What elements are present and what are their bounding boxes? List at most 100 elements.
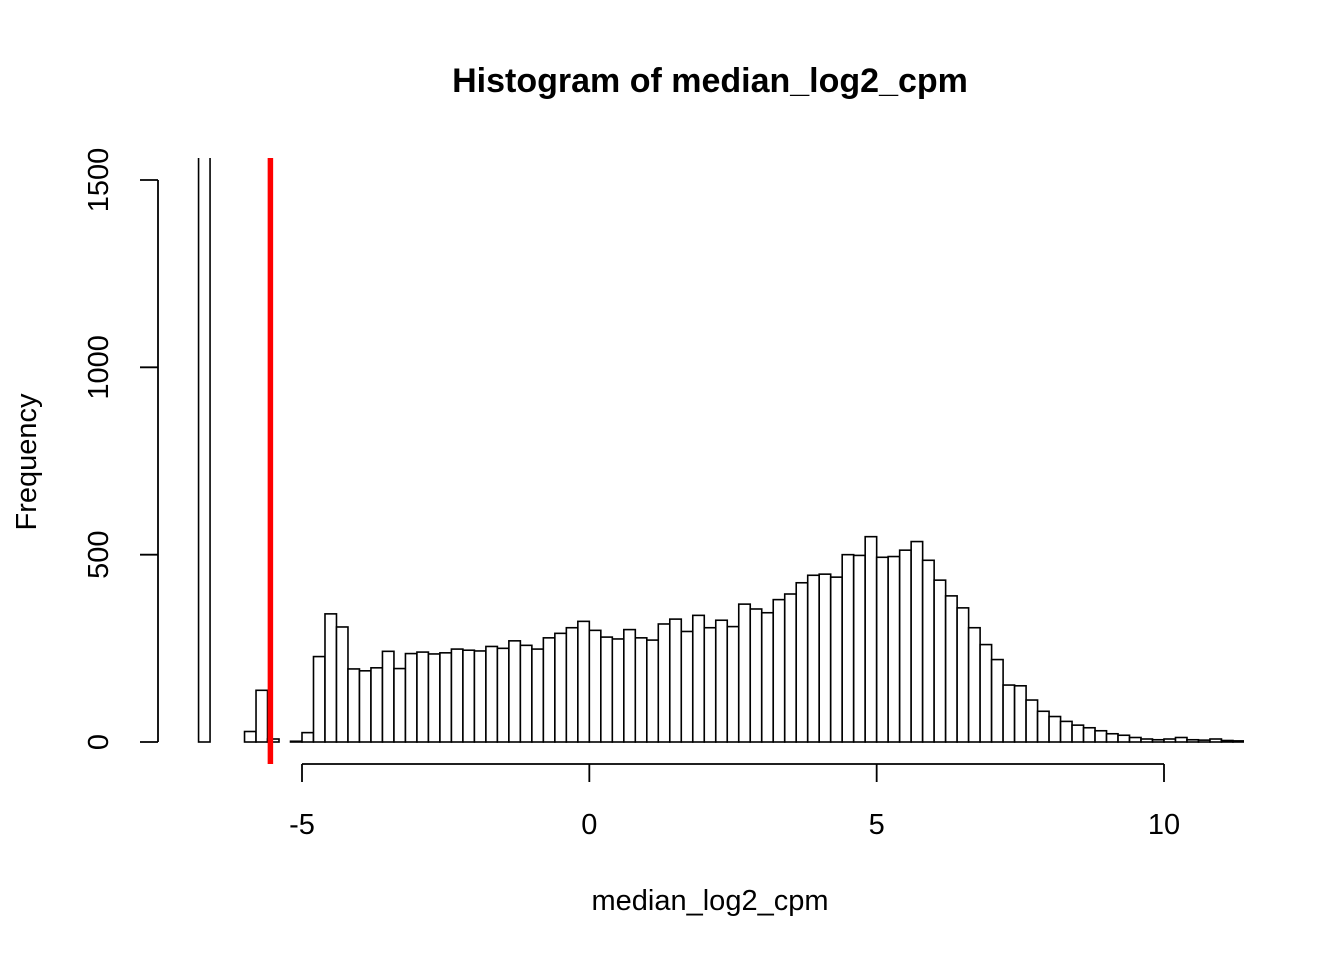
histogram-bar <box>956 607 970 743</box>
chart-title: Histogram of median_log2_cpm <box>452 62 968 100</box>
histogram-bar <box>795 581 809 743</box>
histogram-bar <box>864 535 878 743</box>
histogram-bar <box>1105 732 1119 743</box>
histogram-bar <box>979 643 993 743</box>
histogram-bar <box>944 595 958 743</box>
histogram-bars <box>197 158 1244 743</box>
histogram-bar <box>875 556 889 743</box>
histogram-bar <box>1220 739 1234 743</box>
histogram-bar <box>921 559 935 743</box>
histogram-bar <box>668 618 683 743</box>
histogram-bar <box>852 554 866 743</box>
histogram-bar <box>1151 738 1165 743</box>
histogram-bar <box>887 555 901 743</box>
histogram-bar <box>358 670 372 743</box>
y-tick-label: 1000 <box>83 335 115 400</box>
histogram-bar <box>783 593 798 743</box>
histogram-bar <box>381 650 395 743</box>
histogram-bar <box>600 636 614 743</box>
histogram-bar <box>416 651 430 743</box>
histogram-bar <box>749 608 763 743</box>
histogram-bar <box>519 644 533 743</box>
histogram-bar <box>542 637 556 743</box>
histogram-bar <box>335 626 349 743</box>
histogram-bar <box>1232 740 1244 743</box>
histogram-bar <box>910 540 924 743</box>
x-tick-label: 5 <box>869 809 885 841</box>
histogram-bar <box>818 573 832 743</box>
histogram-bar <box>645 639 660 743</box>
histogram-bar <box>554 632 568 743</box>
histogram-bar <box>508 640 522 743</box>
histogram-bar <box>806 574 820 743</box>
histogram-bar <box>1013 684 1027 743</box>
histogram-bar <box>427 653 441 743</box>
histogram-bar <box>1094 729 1108 743</box>
y-axis-label: Frequency <box>11 393 43 531</box>
histogram-bar <box>737 603 752 743</box>
histogram-bar <box>1128 736 1142 743</box>
y-axis: 0 500 1000 1500 <box>83 148 159 750</box>
histogram-bar <box>1002 684 1016 743</box>
histogram-bar <box>1209 738 1223 743</box>
histogram-bar <box>1186 738 1200 743</box>
histogram-bar <box>243 730 257 743</box>
x-axis: -5 0 5 10 <box>289 763 1180 841</box>
histogram-bar <box>760 611 775 743</box>
histogram-bar <box>393 667 407 743</box>
histogram-bar <box>301 731 315 743</box>
histogram-bar <box>691 614 706 743</box>
histogram-bar <box>1140 738 1154 743</box>
histogram-bar <box>714 619 729 743</box>
histogram-bar <box>1163 738 1177 743</box>
y-tick-label: 500 <box>83 530 115 578</box>
histogram-bar <box>657 623 671 743</box>
histogram-bar <box>990 658 1004 743</box>
histogram-bar <box>577 620 591 743</box>
histogram-bar <box>634 637 648 743</box>
histogram-bar <box>841 553 855 743</box>
histogram-bar <box>255 689 269 743</box>
histogram-bar <box>450 648 464 743</box>
histogram-bar <box>289 740 303 743</box>
histogram-bar <box>462 649 476 743</box>
histogram-bar <box>1071 724 1085 743</box>
histogram-bar <box>1048 715 1062 743</box>
histogram-bar <box>496 647 510 743</box>
x-tick-label: 10 <box>1148 809 1180 841</box>
histogram-bar <box>933 579 947 743</box>
x-tick-label: 0 <box>581 809 597 841</box>
histogram-bar <box>439 652 453 743</box>
histogram-bar <box>473 650 487 743</box>
histogram-bar <box>312 655 326 743</box>
histogram-bar <box>623 628 637 743</box>
histogram-bar <box>829 576 843 743</box>
histogram-bar <box>1025 699 1039 743</box>
histogram-bar <box>347 668 361 743</box>
histogram-bar <box>266 738 280 743</box>
histogram-bar <box>588 629 602 743</box>
x-axis-label: median_log2_cpm <box>592 885 829 917</box>
histogram-bar <box>197 158 211 743</box>
histogram-bar <box>1197 739 1211 743</box>
histogram-bar <box>1174 736 1188 743</box>
histogram-bar <box>772 598 786 743</box>
histogram-bar <box>404 652 418 743</box>
histogram-bar <box>485 645 499 743</box>
histogram-bar <box>611 638 625 743</box>
histogram-bar <box>703 626 717 743</box>
histogram-bar <box>967 626 981 743</box>
histogram-bar <box>1036 710 1050 743</box>
histogram-bar <box>1082 726 1096 743</box>
x-tick-label: -5 <box>289 809 315 841</box>
histogram-bar <box>324 613 338 743</box>
y-tick-label: 0 <box>83 734 115 750</box>
histogram-bar <box>370 667 384 743</box>
histogram-bar <box>565 626 579 743</box>
histogram-bar <box>1059 720 1073 743</box>
histogram-bar <box>726 625 740 743</box>
histogram-bar <box>1117 734 1131 743</box>
y-tick-label: 1500 <box>83 148 115 213</box>
histogram-bar <box>531 648 545 743</box>
